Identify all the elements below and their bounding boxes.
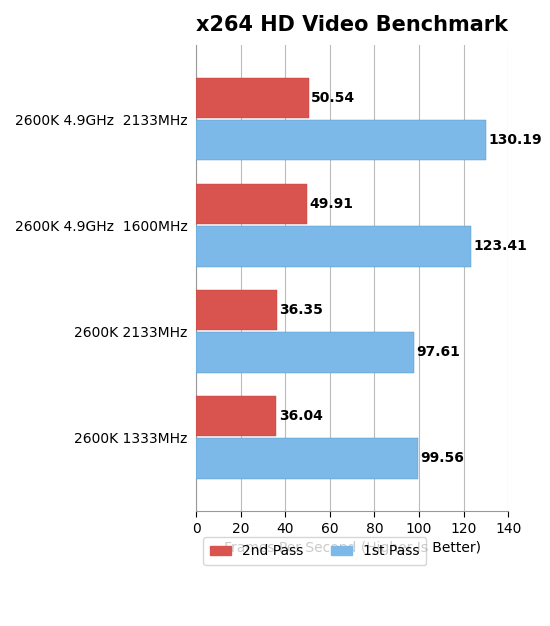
Bar — [196, 78, 309, 118]
Bar — [196, 290, 277, 330]
Bar — [196, 396, 277, 436]
Bar — [196, 120, 486, 160]
Text: 49.91: 49.91 — [310, 197, 354, 211]
Text: 36.35: 36.35 — [279, 303, 323, 317]
Text: 123.41: 123.41 — [474, 239, 527, 254]
Text: 36.04: 36.04 — [279, 409, 322, 423]
Text: 130.19: 130.19 — [488, 133, 542, 147]
Bar — [196, 226, 471, 267]
Text: 50.54: 50.54 — [311, 91, 355, 105]
Bar — [196, 438, 418, 479]
Bar — [196, 184, 307, 224]
Text: 97.61: 97.61 — [416, 346, 460, 359]
Text: 99.56: 99.56 — [420, 451, 464, 466]
Bar — [196, 332, 414, 372]
X-axis label: Frames Per Second (Higher Is Better): Frames Per Second (Higher Is Better) — [224, 541, 481, 555]
Title: x264 HD Video Benchmark: x264 HD Video Benchmark — [196, 15, 508, 35]
Legend: 2nd Pass, 1st Pass: 2nd Pass, 1st Pass — [203, 537, 426, 565]
